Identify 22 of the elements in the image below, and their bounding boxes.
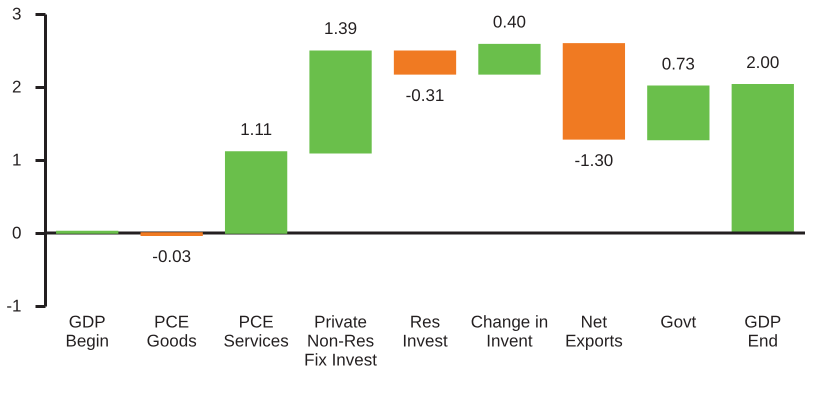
x-tick-label: GDP End: [744, 312, 782, 350]
x-tick-label: Change in Invent: [470, 312, 548, 350]
y-tick-label: 0: [12, 224, 22, 242]
y-tick-label: 2: [12, 78, 22, 96]
y-tick-label: 1: [12, 150, 22, 170]
data-label: 1.39: [324, 19, 358, 38]
x-tick-label: Res Invest: [402, 312, 448, 350]
x-tick-label: PCE Services: [224, 312, 289, 350]
data-label: -1.30: [574, 150, 614, 170]
y-tick-label: -1: [6, 296, 22, 316]
y-tick-label: 3: [12, 4, 22, 24]
x-tick-label: GDP Begin: [65, 312, 109, 350]
data-label: 0.73: [662, 54, 695, 74]
data-label: 1.11: [240, 120, 272, 139]
x-tick-label: Private Non-Res Fix Invest: [304, 312, 378, 370]
x-tick-label: Govt: [660, 312, 697, 332]
data-label: 0.40: [492, 12, 526, 32]
x-tick-label: Net Exports: [565, 312, 623, 350]
data-label: -0.03: [152, 247, 192, 266]
data-label: 2.00: [746, 52, 780, 72]
data-label: -0.31: [406, 86, 444, 105]
x-tick-label: PCE Goods: [146, 312, 197, 350]
